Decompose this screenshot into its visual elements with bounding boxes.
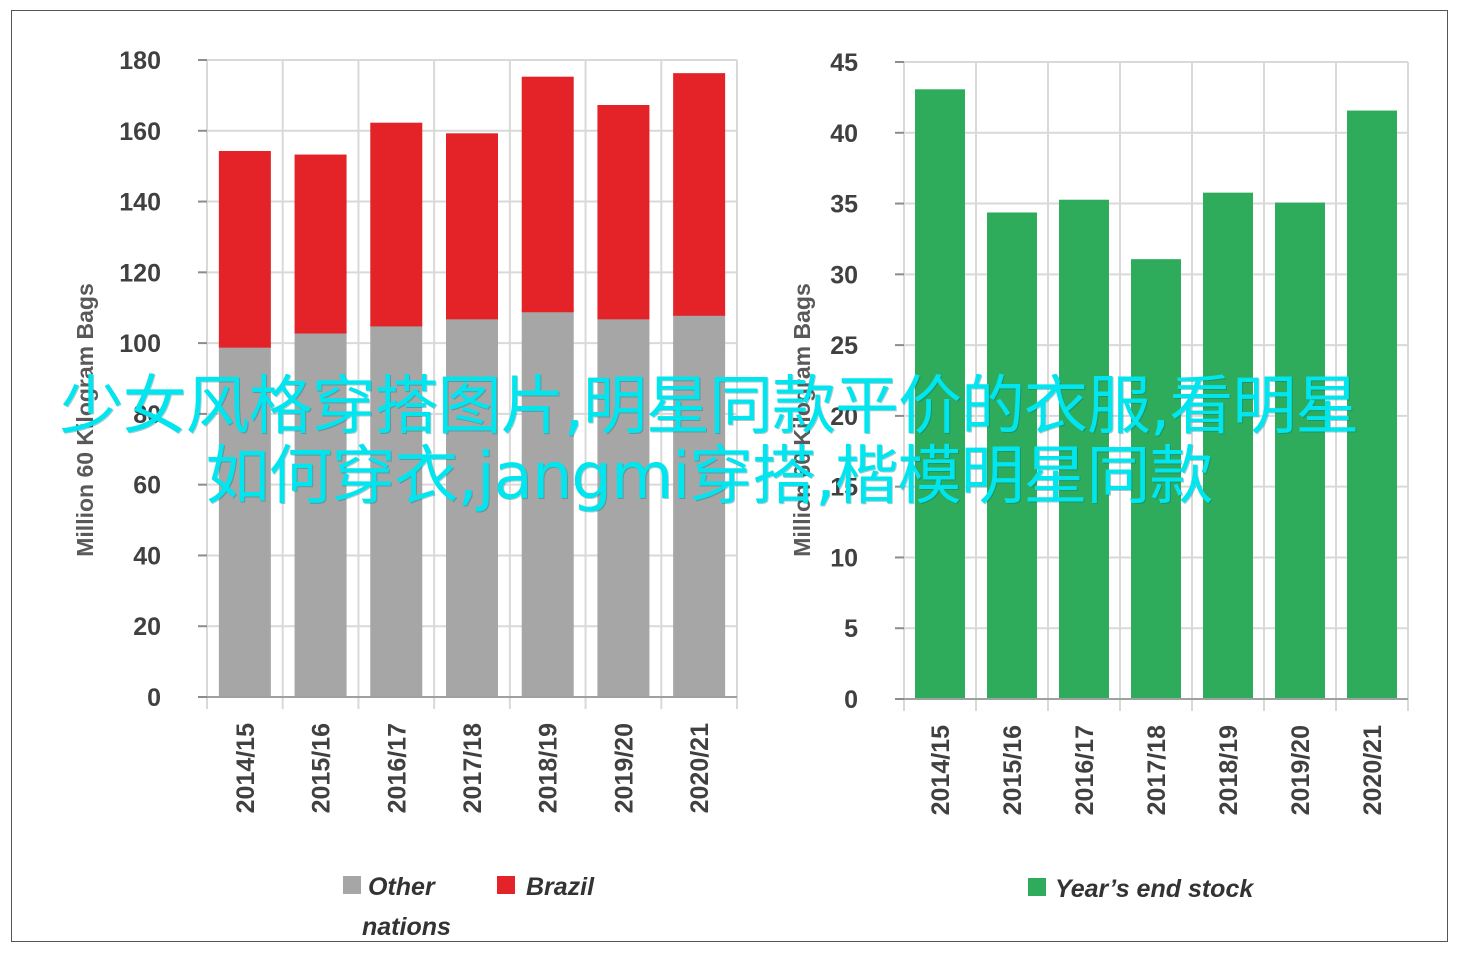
y-tick-label: 10 xyxy=(830,544,858,572)
y-tick-label: 15 xyxy=(830,474,858,502)
y-tick-label: 30 xyxy=(830,261,858,289)
y-tick-label: 20 xyxy=(133,613,161,641)
overlay-caption: 少女风格穿搭图片,明星同款平价的衣服,看明星如何穿衣,jangmi穿搭,楷模明星… xyxy=(59,370,1360,514)
left-y-tick-labels: 0 20 40 60 80 100 120 140 160 180 xyxy=(119,47,161,712)
y-tick-label: 80 xyxy=(133,401,161,429)
bar-brazil-2019-20 xyxy=(597,105,650,320)
right-chart: 0 5 10 15 20 25 30 35 40 45 2014/15 2015/16 2016/17… xyxy=(789,49,1409,903)
bar-brazil-2016-17 xyxy=(370,122,423,327)
right-bars xyxy=(915,89,1397,701)
y-tick-label: 0 xyxy=(844,686,858,714)
x-tick-label: 2014/15 xyxy=(232,723,260,813)
y-tick-label: 45 xyxy=(830,49,858,77)
left-bars xyxy=(218,73,726,698)
bar-other-nations-2019-20 xyxy=(597,317,650,698)
y-tick-label: 25 xyxy=(830,332,858,360)
bar-brazil-2020-21 xyxy=(673,73,726,316)
bar-year-s-end-stock-2017-18 xyxy=(1131,259,1181,700)
x-tick-label: 2016/17 xyxy=(383,723,411,813)
bar-other-nations-2017-18 xyxy=(446,317,498,698)
x-tick-label: 2020/21 xyxy=(686,723,714,813)
bar-year-s-end-stock-2016-17 xyxy=(1059,199,1109,700)
bar-other-nations-2014-15 xyxy=(218,345,271,698)
left-legend: Other nations Brazil xyxy=(343,873,595,941)
x-tick-label: 2018/19 xyxy=(535,723,563,813)
legend-label-year-end-stock: Year’s end stock xyxy=(1055,875,1254,903)
x-tick-label: 2020/21 xyxy=(1359,725,1387,815)
legend-swatch-other-nations xyxy=(343,876,361,894)
x-tick-label: 2019/20 xyxy=(1287,725,1315,815)
left-axes xyxy=(198,59,737,698)
y-tick-label: 120 xyxy=(119,259,161,287)
right-y-axis-label: Million 60 Kilogram Bags xyxy=(789,283,815,557)
right-axes xyxy=(895,61,1408,700)
y-tick-label: 180 xyxy=(119,47,161,75)
bar-other-nations-2015-16 xyxy=(294,331,347,698)
x-tick-label: 2017/18 xyxy=(459,723,487,813)
bar-other-nations-2020-21 xyxy=(673,313,726,698)
legend-label-other: Other xyxy=(368,873,436,901)
x-tick-label: 2015/16 xyxy=(308,723,336,813)
y-tick-label: 100 xyxy=(119,330,161,358)
x-tick-label: 2018/19 xyxy=(1215,725,1243,815)
right-y-tick-labels: 0 5 10 15 20 25 30 35 40 45 xyxy=(830,49,858,714)
y-tick-label: 35 xyxy=(830,191,858,219)
left-x-tick-labels: 2014/15 2015/16 2016/17 2017/18 2018/19 2019/… xyxy=(232,723,714,813)
bar-year-s-end-stock-2019-20 xyxy=(1275,202,1325,701)
legend-label-brazil: Brazil xyxy=(526,873,595,901)
bar-brazil-2015-16 xyxy=(294,154,347,334)
legend-swatch-year-end-stock xyxy=(1028,878,1046,896)
bar-year-s-end-stock-2015-16 xyxy=(987,212,1037,700)
legend-swatch-brazil xyxy=(497,876,515,894)
y-tick-label: 60 xyxy=(133,472,161,500)
bar-brazil-2014-15 xyxy=(218,151,271,348)
bar-year-s-end-stock-2014-15 xyxy=(915,89,965,701)
bar-other-nations-2016-17 xyxy=(370,324,423,698)
left-y-axis-label: Million 60 Kilogram Bags xyxy=(72,283,98,557)
x-tick-label: 2019/20 xyxy=(610,723,638,813)
y-tick-label: 140 xyxy=(119,189,161,217)
bar-brazil-2018-19 xyxy=(521,76,574,313)
y-tick-label: 40 xyxy=(830,120,858,148)
y-tick-label: 160 xyxy=(119,118,161,146)
right-x-tick-labels: 2014/15 2015/16 2016/17 2017/18 2018/19 2019/… xyxy=(927,725,1387,815)
x-tick-label: 2017/18 xyxy=(1143,725,1171,815)
x-tick-label: 2016/17 xyxy=(1071,725,1099,815)
x-tick-label: 2014/15 xyxy=(927,725,955,815)
legend-label-nations: nations xyxy=(362,913,451,941)
bar-year-s-end-stock-2018-19 xyxy=(1203,192,1253,700)
y-tick-label: 5 xyxy=(844,615,858,643)
bar-brazil-2017-18 xyxy=(446,133,498,320)
y-tick-label: 20 xyxy=(830,403,858,431)
y-tick-label: 0 xyxy=(147,684,161,712)
x-tick-label: 2015/16 xyxy=(999,725,1027,815)
right-legend: Year’s end stock xyxy=(1028,875,1254,903)
y-tick-label: 40 xyxy=(133,542,161,570)
